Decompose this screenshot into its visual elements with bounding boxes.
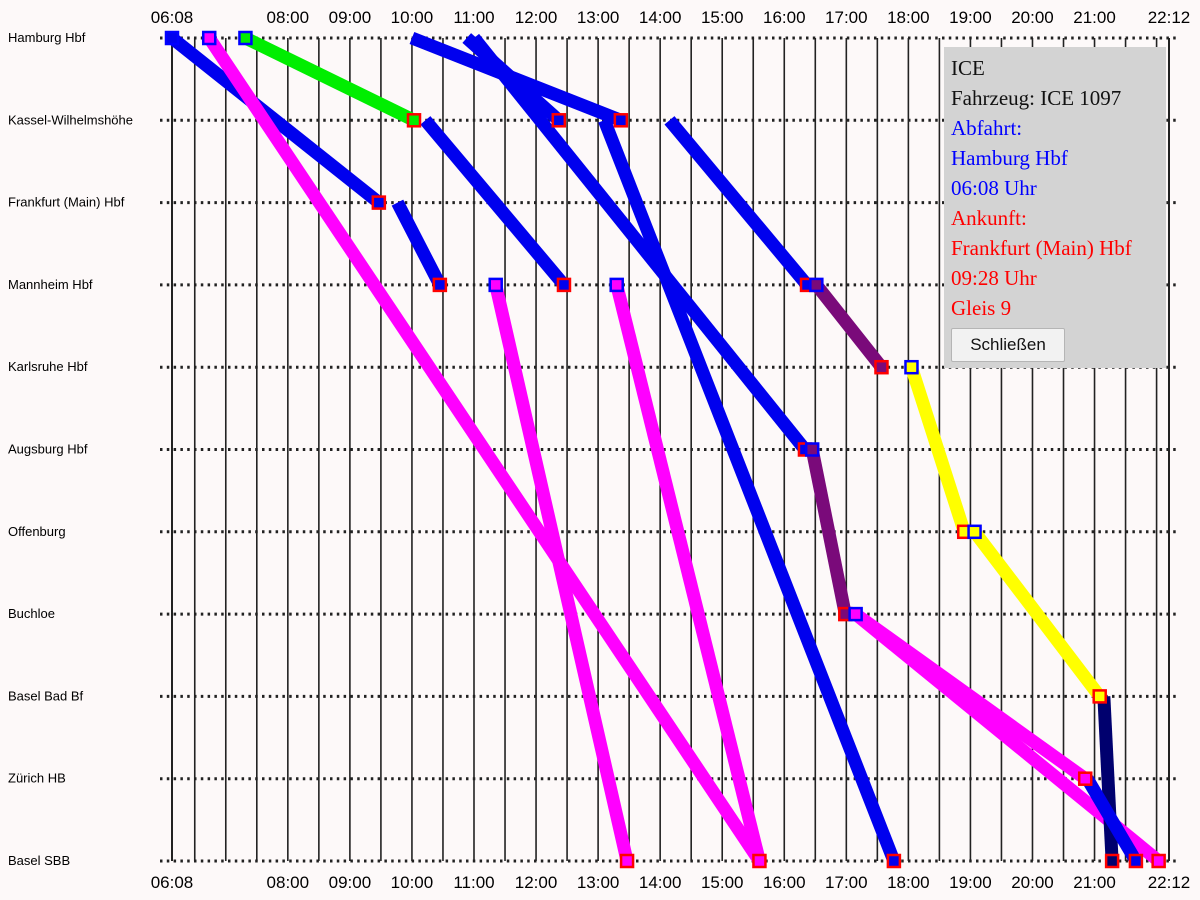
time-tick-label-bottom: 13:00 [577, 873, 620, 892]
popup-departure-time: 06:08 Uhr [951, 176, 1037, 200]
time-tick-label-bottom: 12:00 [515, 873, 558, 892]
popup-departure-station: Hamburg Hbf [951, 146, 1068, 170]
time-tick-label-bottom: 20:00 [1011, 873, 1054, 892]
arrival-marker [551, 113, 567, 128]
time-tick-label-top: 17:00 [825, 8, 868, 27]
popup-arrival-label: Ankunft: [951, 206, 1027, 230]
departure-marker [201, 30, 217, 46]
train-path-magenta-1 [203, 34, 765, 865]
time-tick-label-bottom: 15:00 [701, 873, 744, 892]
arrival-marker [1128, 853, 1144, 869]
time-tick-label-top: 21:00 [1073, 8, 1116, 27]
time-tick-label-top: 14:00 [639, 8, 682, 27]
station-label: Hamburg Hbf [8, 30, 86, 45]
departure-marker [238, 30, 253, 46]
time-tick-label-bottom: 10:00 [391, 873, 434, 892]
time-tick-label-bottom: 16:00 [763, 873, 806, 892]
train-info-popup: ICE Fahrzeug: ICE 1097 Abfahrt: Hamburg … [944, 47, 1166, 368]
arrival-marker [1151, 853, 1166, 869]
time-tick-label-bottom: 17:00 [825, 873, 868, 892]
arrival-marker [406, 113, 422, 128]
time-tick-label-top: 16:00 [763, 8, 806, 27]
arrival-marker [613, 113, 629, 128]
time-tick-label-bottom: 09:00 [329, 873, 372, 892]
train-path-purple-2 [805, 448, 852, 616]
departure-marker [164, 30, 180, 46]
station-label: Frankfurt (Main) Hbf [8, 195, 125, 210]
close-button[interactable]: Schließen [951, 328, 1065, 362]
time-tick-label-top: 15:00 [701, 8, 744, 27]
arrival-marker [432, 277, 448, 293]
arrival-marker [556, 277, 572, 293]
station-label: Mannheim Hbf [8, 277, 93, 292]
popup-category: ICE [951, 56, 985, 80]
time-tick-label-top: 12:00 [515, 8, 558, 27]
train-path-ice-1097 [167, 32, 383, 208]
time-tick-label-top: 11:00 [453, 8, 494, 27]
station-label: Augsburg Hbf [8, 442, 88, 457]
time-tick-label-bottom: 19:00 [949, 873, 992, 892]
arrival-marker [1077, 771, 1093, 786]
departure-marker [967, 524, 982, 540]
arrival-marker [1104, 853, 1120, 869]
arrival-marker [886, 853, 902, 869]
arrival-marker [371, 195, 387, 210]
departure-marker [609, 277, 624, 293]
train-path-blue-4 [468, 33, 811, 454]
station-label: Buchloe [8, 606, 55, 621]
time-tick-label-top: 20:00 [1011, 8, 1054, 27]
station-label: Offenburg [8, 524, 66, 539]
time-tick-label-top: 06:08 [151, 8, 194, 27]
train-path-magenta-3 [610, 283, 766, 863]
popup-platform: Gleis 9 [951, 296, 1012, 320]
time-tick-label-top: 13:00 [577, 8, 620, 27]
departure-marker [804, 442, 820, 457]
station-label: Zürich HB [8, 771, 66, 786]
time-tick-label-bottom: 06:08 [151, 873, 194, 892]
arrival-marker [1092, 689, 1107, 704]
popup-vehicle: Fahrzeug: ICE 1097 [951, 86, 1122, 110]
train-path-green-1 [242, 32, 417, 127]
time-tick-label-bottom: 22:12 [1148, 873, 1191, 892]
arrival-marker [874, 359, 889, 375]
time-tick-label-bottom: 21:00 [1073, 873, 1116, 892]
time-tick-label-bottom: 18:00 [887, 873, 930, 892]
stop-markers [164, 30, 1166, 869]
station-label: Kassel-Wilhelmshöhe [8, 112, 133, 127]
popup-departure-label: Abfahrt: [951, 116, 1023, 140]
time-tick-label-bottom: 14:00 [639, 873, 682, 892]
train-path-navy-1 [1097, 696, 1119, 862]
departure-marker [904, 359, 919, 375]
train-path-blue-5 [420, 116, 569, 290]
train-path-blue-6 [598, 117, 900, 864]
arrival-marker [752, 853, 767, 869]
departure-marker [848, 606, 863, 622]
popup-arrival-time: 09:28 Uhr [951, 266, 1037, 290]
time-tick-label-top: 18:00 [887, 8, 930, 27]
departure-marker [488, 277, 503, 293]
time-tick-label-top: 08:00 [267, 8, 310, 27]
station-label: Karlsruhe Hbf [8, 359, 88, 374]
time-tick-label-bottom: 11:00 [453, 873, 494, 892]
time-tick-label-top: 10:00 [391, 8, 434, 27]
train-path-blue-7 [664, 116, 813, 290]
departure-marker [809, 277, 824, 293]
time-tick-label-top: 19:00 [949, 8, 992, 27]
station-label: Basel SBB [8, 853, 70, 868]
time-tick-label-top: 22:12 [1148, 8, 1191, 27]
arrival-marker [619, 853, 635, 869]
station-label: Basel Bad Bf [8, 688, 84, 703]
axis-labels: Hamburg Hbf Kassel-Wilhelmshöhe Frankfurt … [8, 8, 1190, 892]
train-path-blue-9 [1081, 775, 1142, 865]
time-tick-label-bottom: 08:00 [267, 873, 310, 892]
popup-arrival-station: Frankfurt (Main) Hbf [951, 236, 1132, 260]
time-tick-label-top: 09:00 [329, 8, 372, 27]
train-path-purple-1 [811, 280, 887, 372]
train-path-blue-8 [391, 199, 446, 288]
train-path-magenta-2 [489, 283, 634, 863]
train-paths [167, 31, 1163, 867]
